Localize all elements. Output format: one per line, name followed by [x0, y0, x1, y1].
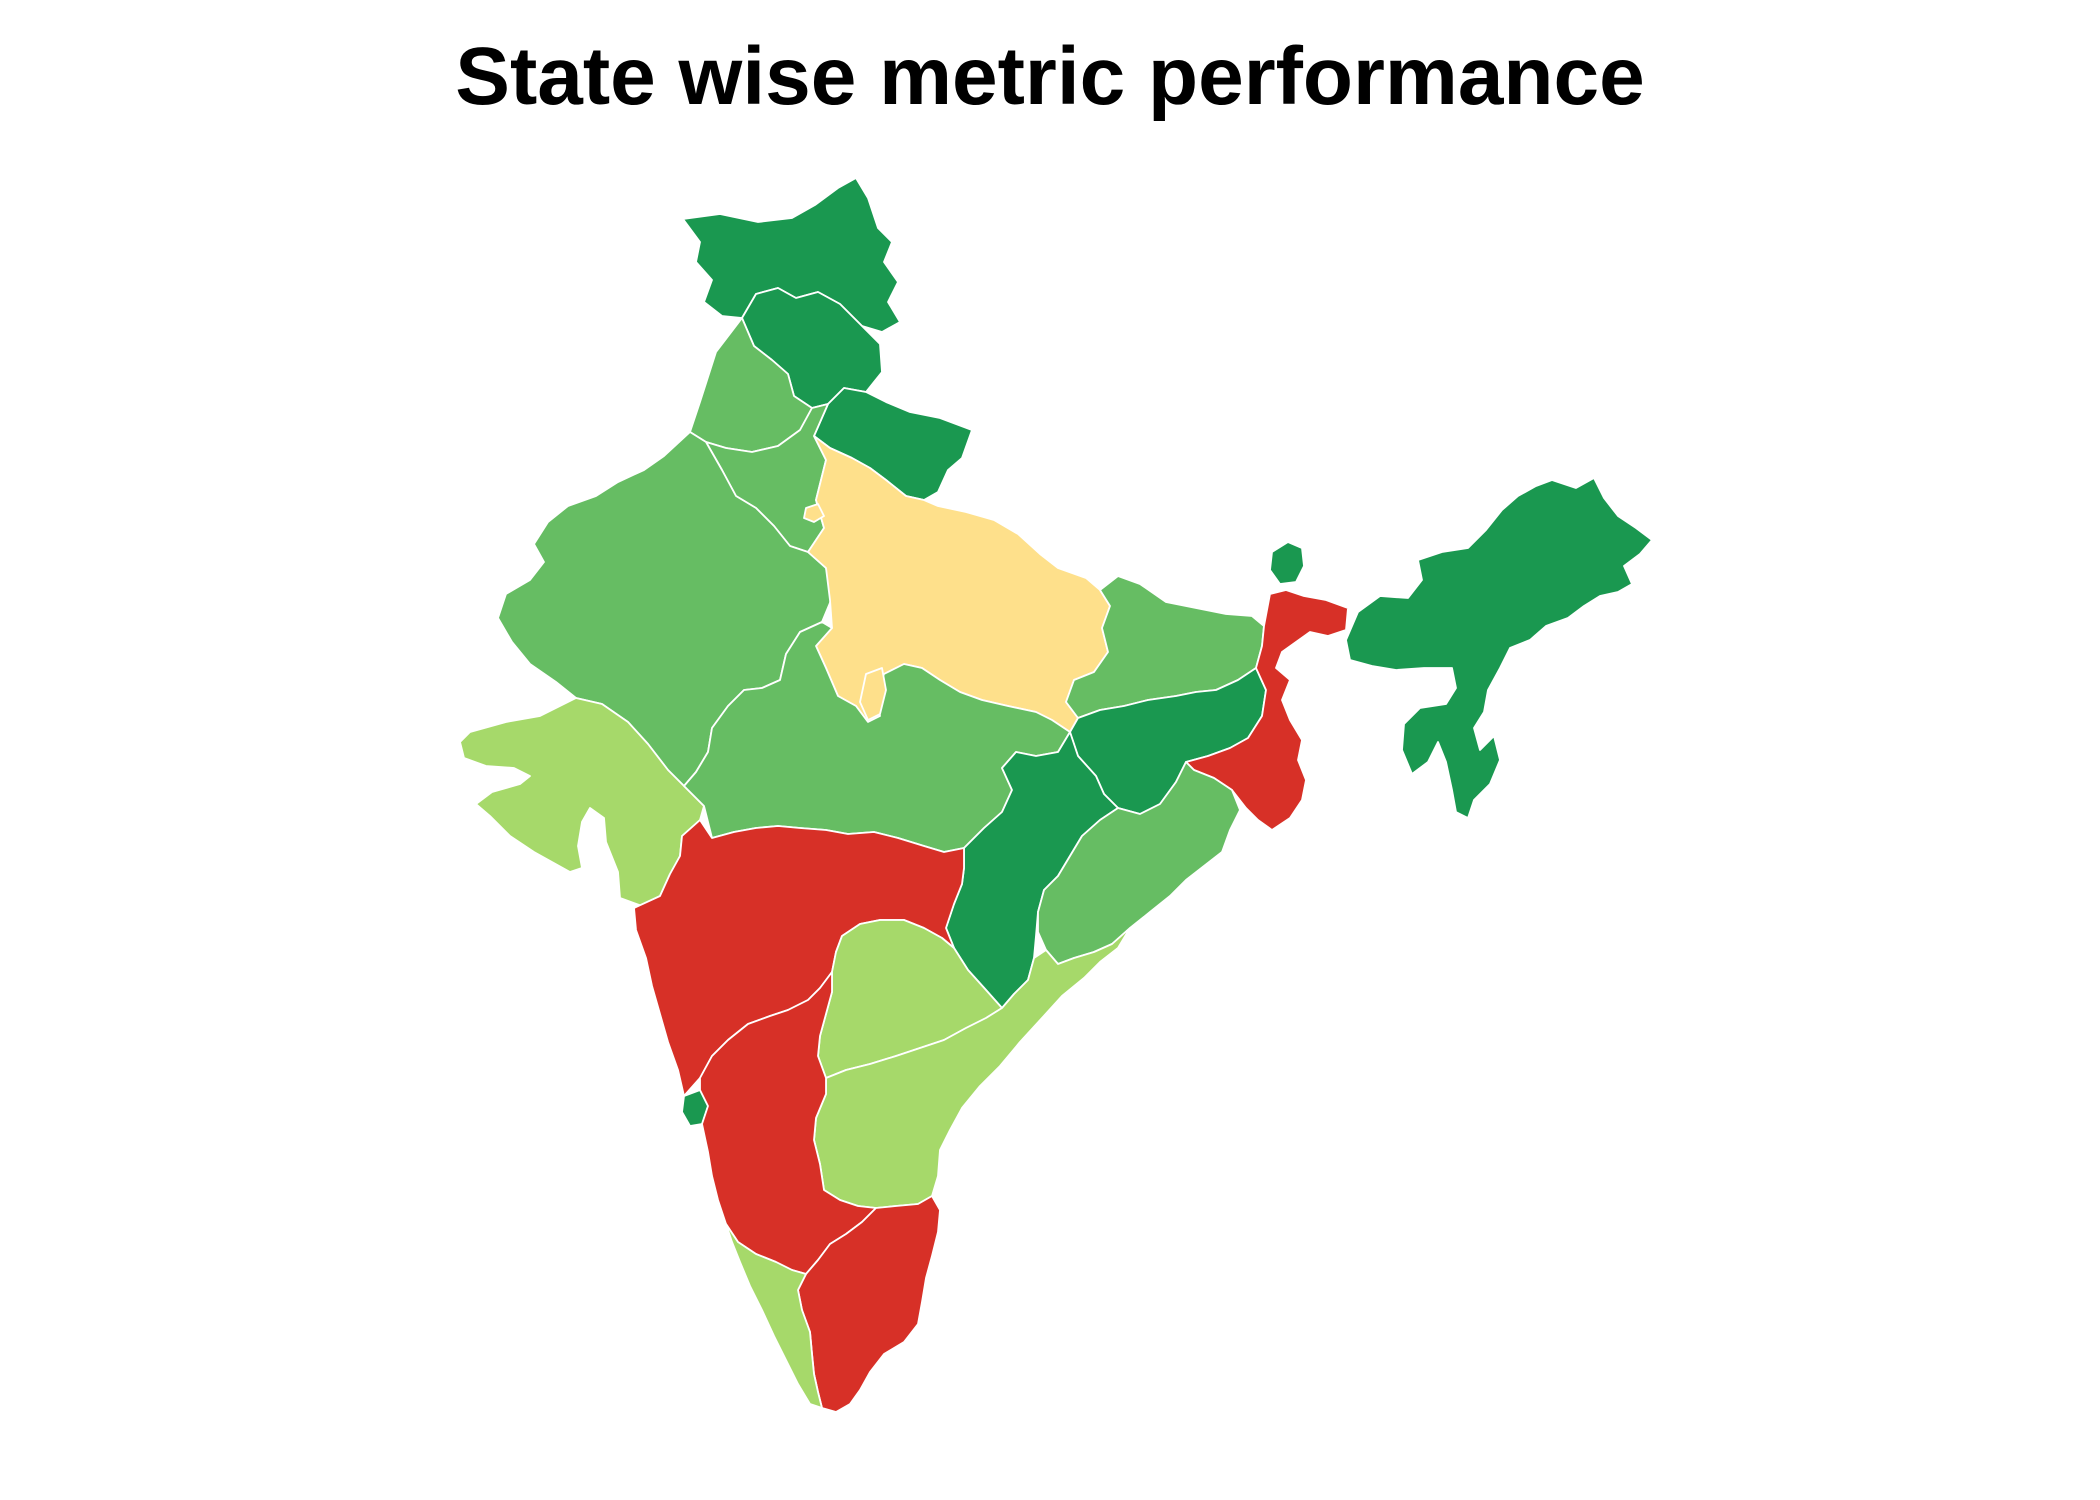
region-andhra-pradesh[interactable] [813, 927, 1131, 1209]
region-gujarat[interactable] [459, 697, 705, 907]
region-uttar-pradesh-enclave[interactable] [859, 667, 887, 721]
region-west-bengal[interactable] [1185, 589, 1349, 831]
region-kerala[interactable] [725, 1223, 823, 1409]
region-karnataka[interactable] [699, 971, 877, 1275]
region-odisha[interactable] [1037, 761, 1241, 965]
region-delhi[interactable] [803, 503, 825, 523]
region-sikkim[interactable] [1269, 541, 1305, 585]
region-jammu-kashmir[interactable] [682, 177, 901, 333]
page-title: State wise metric performance [455, 31, 1645, 122]
region-uttar-pradesh[interactable] [807, 435, 1111, 733]
region-north-east[interactable] [1345, 477, 1653, 819]
